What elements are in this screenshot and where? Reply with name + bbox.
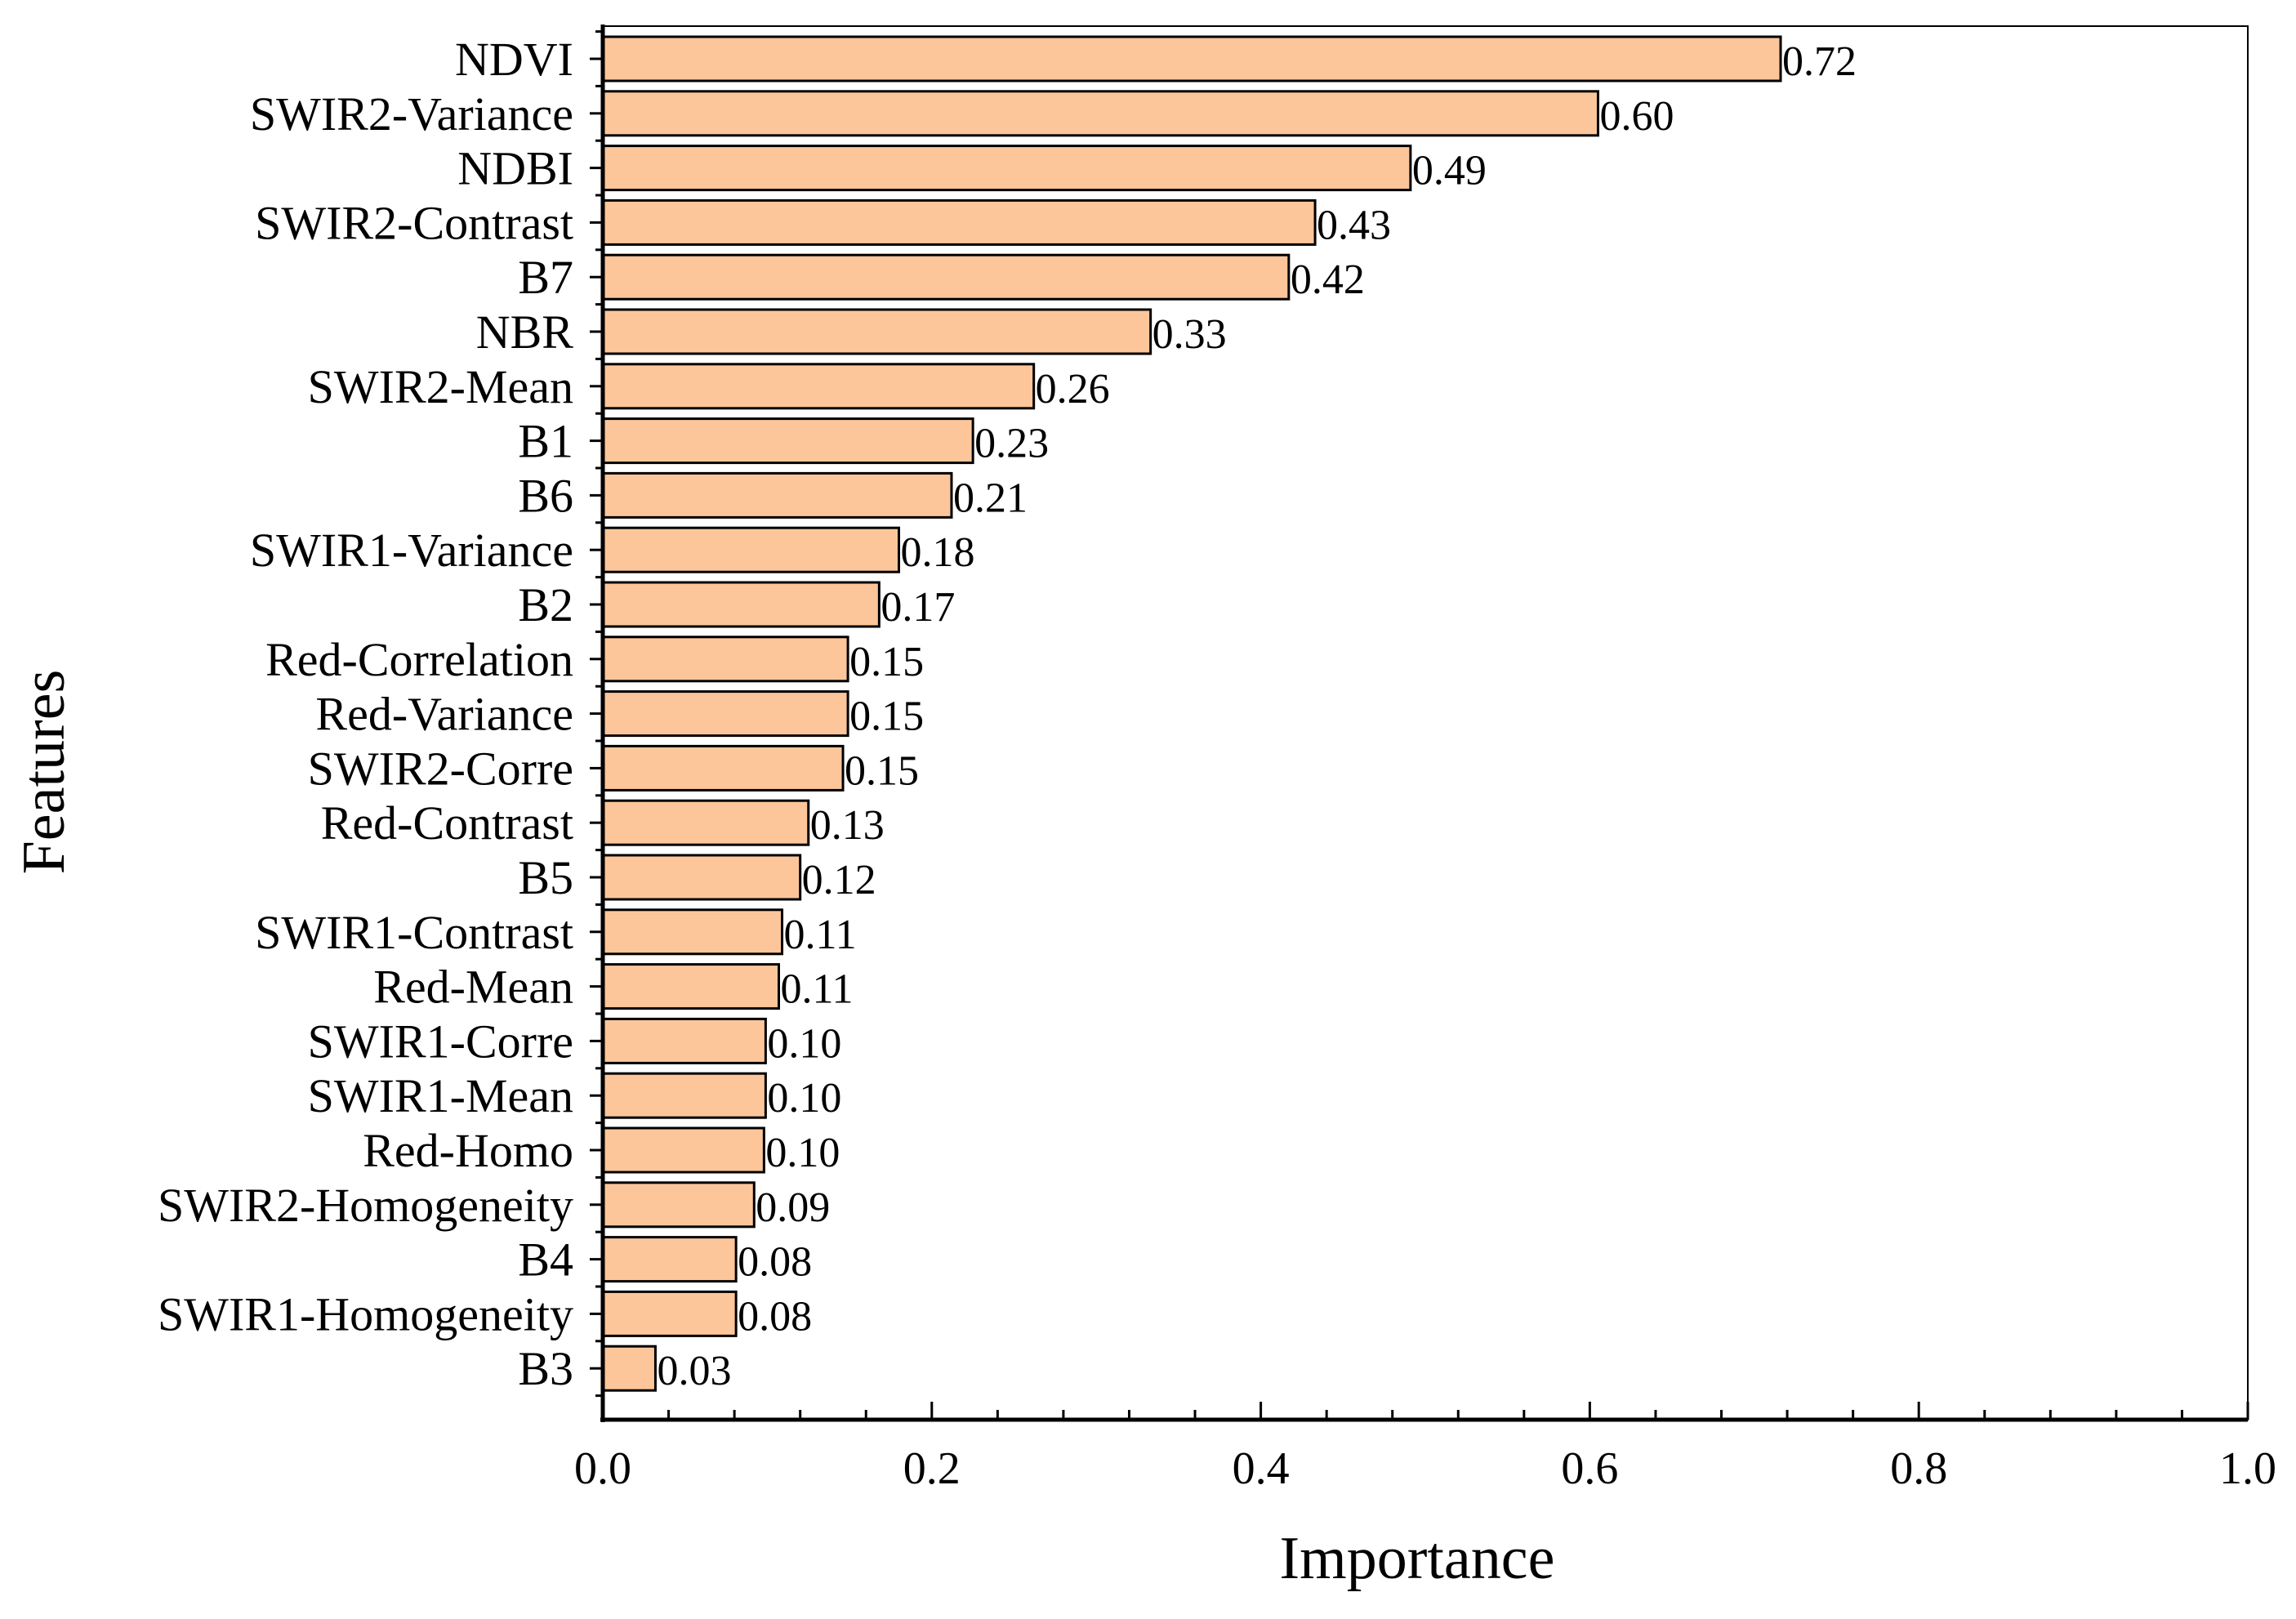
bar: [601, 1290, 738, 1337]
value-label: 0.15: [849, 694, 924, 740]
bar: [601, 253, 1291, 301]
bar: [601, 744, 845, 792]
category-label: B1: [518, 415, 573, 468]
category-label: B3: [518, 1342, 573, 1395]
value-label: 0.09: [756, 1184, 830, 1231]
value-label: 0.21: [953, 475, 1028, 521]
category-label: Red-Contrast: [321, 796, 573, 850]
bar: [601, 308, 1152, 355]
bar: [601, 145, 1412, 192]
category-label: B5: [518, 851, 573, 904]
value-label: 0.26: [1036, 366, 1110, 413]
category-label: SWIR2-Contrast: [255, 196, 573, 249]
value-label: 0.18: [901, 529, 975, 576]
category-label: SWIR2-Mean: [308, 360, 573, 413]
category-label: NBR: [476, 306, 574, 359]
bar: [601, 1017, 767, 1064]
value-label: 0.60: [1599, 93, 1674, 140]
x-axis: 0.0 0.2 0.4 0.6 0.8 1.0: [574, 1402, 2276, 1494]
bar: [601, 1126, 765, 1174]
bar: [601, 854, 802, 901]
x-tick-label: 0.2: [903, 1443, 961, 1494]
value-label: 0.08: [738, 1239, 812, 1286]
category-label: NDBI: [457, 142, 573, 195]
bar: [601, 690, 849, 738]
value-label: 0.15: [849, 639, 924, 685]
y-axis: NDVISWIR2-VarianceNDBISWIR2-ContrastB7NB…: [158, 25, 605, 1422]
value-label: 0.23: [974, 421, 1049, 467]
bar: [601, 90, 1599, 137]
category-label: Red-Homo: [363, 1124, 573, 1177]
category-label: B6: [518, 469, 573, 522]
bar: [601, 363, 1036, 410]
value-label: 0.43: [1317, 202, 1391, 248]
category-label: SWIR1-Corre: [308, 1015, 573, 1068]
value-label: 0.03: [657, 1348, 731, 1394]
value-label: 0.11: [780, 966, 853, 1013]
value-label: 0.42: [1291, 256, 1365, 303]
category-label: SWIR2-Homogeneity: [158, 1179, 573, 1232]
bar: [601, 908, 784, 956]
plot-area: 0.72 0.60 0.49 0.43 0.42 0.33 0.26 0.23 0.21 0.18…: [158, 25, 2276, 1494]
bar: [601, 1072, 767, 1119]
x-tick-label: 0.4: [1233, 1443, 1290, 1494]
bar: [601, 963, 780, 1010]
value-label: 0.10: [765, 1130, 840, 1176]
y-axis-title: Features: [11, 670, 78, 875]
category-label: Red-Correlation: [265, 633, 573, 686]
bar: [601, 581, 881, 628]
category-label: SWIR2-Variance: [250, 87, 573, 140]
x-tick-label: 0.8: [1890, 1443, 1947, 1494]
bar: [601, 471, 953, 519]
bar: [601, 35, 1782, 83]
bar: [601, 636, 849, 683]
category-label: SWIR1-Mean: [308, 1069, 573, 1122]
category-label: B7: [518, 251, 573, 304]
value-label: 0.11: [784, 912, 857, 958]
category-label: NDVI: [455, 33, 573, 86]
bar: [601, 1181, 756, 1229]
bar: [601, 799, 810, 846]
category-label: B2: [518, 578, 573, 631]
bar: [601, 526, 901, 573]
category-label: SWIR2-Corre: [308, 742, 573, 795]
value-label: 0.08: [738, 1293, 812, 1340]
bar: [601, 1236, 738, 1283]
bars: [601, 35, 1782, 1392]
category-label: Red-Variance: [315, 688, 573, 741]
value-labels: 0.72 0.60 0.49 0.43 0.42 0.33 0.26 0.23 0.21 0.18…: [657, 38, 1857, 1394]
x-tick-label: 0.6: [1561, 1443, 1618, 1494]
bar: [601, 1345, 657, 1392]
x-tick-label: 0.0: [574, 1443, 631, 1494]
category-label: SWIR1-Variance: [250, 524, 573, 577]
value-label: 0.33: [1152, 311, 1227, 358]
category-label: B4: [518, 1233, 573, 1287]
category-label: SWIR1-Contrast: [255, 906, 573, 959]
value-label: 0.10: [767, 1020, 841, 1067]
x-tick-label: 1.0: [2219, 1443, 2276, 1494]
x-axis-title: Importance: [1280, 1525, 1555, 1592]
value-label: 0.15: [845, 747, 919, 794]
value-label: 0.72: [1782, 38, 1857, 85]
bar: [601, 198, 1317, 246]
value-label: 0.49: [1412, 148, 1487, 194]
value-label: 0.17: [881, 584, 955, 631]
category-label: SWIR1-Homogeneity: [158, 1287, 573, 1340]
bar: [601, 417, 974, 465]
value-label: 0.13: [810, 802, 885, 849]
value-label: 0.10: [767, 1075, 841, 1122]
category-label: Red-Mean: [373, 961, 573, 1014]
value-label: 0.12: [802, 857, 876, 903]
